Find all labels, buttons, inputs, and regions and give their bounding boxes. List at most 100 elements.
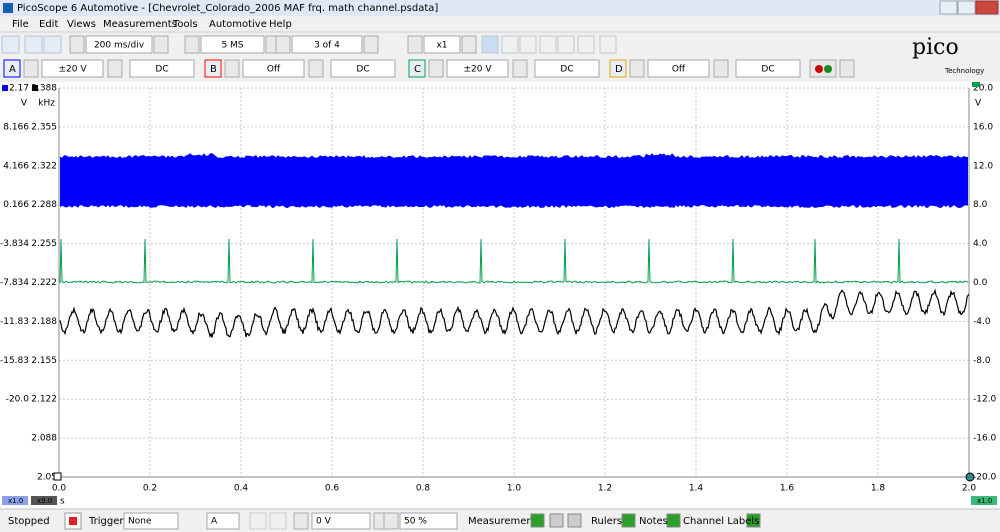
- tool-button[interactable]: [270, 513, 286, 529]
- maximize-button[interactable]: [958, 1, 975, 14]
- y-tick-label: 4.166: [3, 161, 29, 171]
- tool-button[interactable]: [558, 36, 574, 53]
- waveform-channel-a: [60, 153, 968, 208]
- status-button[interactable]: [550, 514, 563, 527]
- axis-unit: kHz: [38, 99, 55, 109]
- y-tick-label: 2.088: [31, 434, 57, 444]
- channel-name[interactable]: A: [9, 64, 16, 75]
- x-tick-label: 1.6: [780, 484, 795, 494]
- arrow-button[interactable]: [364, 36, 378, 53]
- tool-button[interactable]: [600, 36, 616, 53]
- logo-brand: pico: [912, 35, 959, 60]
- menu-item[interactable]: Automotive: [209, 19, 267, 30]
- tool-button[interactable]: [520, 36, 536, 53]
- x-tick-label: 0.2: [143, 484, 157, 494]
- x-axis-unit: s: [60, 497, 65, 507]
- channel-coupling-text[interactable]: DC: [761, 65, 774, 75]
- channel-coupling-text[interactable]: DC: [155, 65, 168, 75]
- tool-button[interactable]: [25, 36, 42, 53]
- minimize-button[interactable]: [940, 1, 957, 14]
- arrow-button[interactable]: [154, 36, 168, 53]
- buffer-text[interactable]: 3 of 4: [314, 41, 340, 51]
- channel-name[interactable]: C: [414, 64, 421, 75]
- scale-label: x1.0: [8, 497, 23, 505]
- arrow-button[interactable]: [429, 60, 443, 77]
- channel-range-text[interactable]: ±20 V: [463, 65, 492, 75]
- tool-button[interactable]: [502, 36, 518, 53]
- arrow-button[interactable]: [462, 36, 476, 53]
- channel-coupling-text[interactable]: DC: [356, 65, 369, 75]
- trigger-channel-text[interactable]: A: [211, 517, 218, 527]
- y-tick-label: 16.0: [973, 122, 993, 132]
- axis-marker: [2, 85, 8, 91]
- menu-item[interactable]: File: [12, 19, 29, 30]
- arrow-button[interactable]: [108, 60, 122, 77]
- channel-range-text[interactable]: ±20 V: [58, 65, 87, 75]
- trigger-label: Trigger: [88, 516, 124, 527]
- status-button[interactable]: [667, 514, 680, 527]
- y-tick-label: 2.355: [31, 122, 57, 132]
- y-tick-label: -11.83: [0, 317, 29, 327]
- samples-text[interactable]: 5 MS: [221, 41, 243, 51]
- x-tick-label: 1.8: [871, 484, 886, 494]
- x-tick-label: 0.8: [416, 484, 431, 494]
- y-tick-label: -4.0: [973, 317, 991, 327]
- rulers-label[interactable]: Rulers: [591, 516, 622, 527]
- menu-item[interactable]: Help: [269, 19, 292, 30]
- arrow-button[interactable]: [294, 513, 308, 529]
- channel-coupling-text[interactable]: DC: [560, 65, 573, 75]
- channel-labels-label[interactable]: Channel Labels: [683, 516, 759, 527]
- channel-range-text[interactable]: Off: [672, 65, 686, 75]
- tool-button[interactable]: [44, 36, 61, 53]
- menu-item[interactable]: Edit: [39, 19, 58, 30]
- close-button[interactable]: [976, 1, 998, 14]
- channel-name[interactable]: B: [210, 64, 217, 75]
- notes-label[interactable]: Notes: [639, 516, 668, 527]
- axis-top: 2.388: [31, 84, 57, 94]
- tool-button[interactable]: [540, 36, 556, 53]
- arrow-button[interactable]: [630, 60, 644, 77]
- y-tick-label: 2.155: [31, 356, 57, 366]
- arrow-button[interactable]: [513, 60, 527, 77]
- arrow-button[interactable]: [408, 36, 422, 53]
- timebase-text[interactable]: 200 ms/div: [94, 41, 145, 51]
- tool-button[interactable]: [482, 36, 498, 53]
- arrow-button[interactable]: [70, 36, 84, 53]
- trigger-level-text[interactable]: 0 V: [316, 517, 332, 527]
- status-button[interactable]: [568, 514, 581, 527]
- menu-item[interactable]: Measurements: [103, 19, 177, 30]
- arrow-button[interactable]: [714, 60, 728, 77]
- arrow-button[interactable]: [276, 36, 290, 53]
- status-button[interactable]: [531, 514, 544, 527]
- run-state: Stopped: [8, 516, 50, 527]
- status-button[interactable]: [622, 514, 635, 527]
- menu-item[interactable]: Tools: [172, 19, 198, 30]
- channel-range-text[interactable]: Off: [267, 65, 281, 75]
- tool-button[interactable]: [250, 513, 266, 529]
- arrow-button[interactable]: [225, 60, 239, 77]
- axis-top: 2.17: [9, 84, 29, 94]
- window-title: PicoScope 6 Automotive - [Chevrolet_Colo…: [17, 3, 438, 14]
- arrow-button[interactable]: [384, 513, 398, 529]
- app-icon: [3, 3, 13, 13]
- arrow-button[interactable]: [840, 60, 854, 77]
- arrow-button[interactable]: [185, 36, 199, 53]
- x-tick-label: 0.4: [234, 484, 249, 494]
- y-tick-label: 0.0: [973, 278, 988, 288]
- y-tick-label: 2.322: [31, 161, 57, 171]
- x-tick-label: 1.0: [507, 484, 522, 494]
- menu-item[interactable]: Views: [67, 19, 96, 30]
- tool-button[interactable]: [578, 36, 594, 53]
- y-tick-label: -20.0: [6, 395, 30, 405]
- y-tick-label: -12.0: [973, 395, 997, 405]
- arrow-button[interactable]: [309, 60, 323, 77]
- trigger-mode-text[interactable]: None: [128, 517, 152, 527]
- toolbar-button[interactable]: [810, 60, 836, 77]
- pre-trigger-text[interactable]: 50 %: [404, 517, 427, 527]
- tool-button[interactable]: [2, 36, 19, 53]
- channel-name[interactable]: D: [615, 64, 623, 75]
- y-tick-label: 2.122: [31, 395, 57, 405]
- zoom-text[interactable]: x1: [436, 41, 447, 51]
- x-tick-label: 0.0: [52, 484, 67, 494]
- arrow-button[interactable]: [24, 60, 38, 77]
